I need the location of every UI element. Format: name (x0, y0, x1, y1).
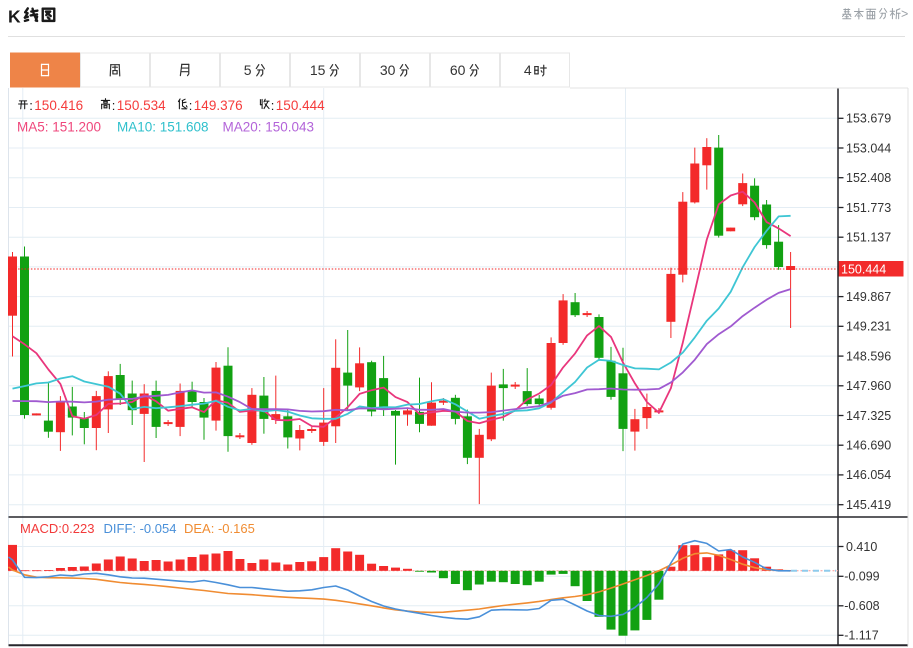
svg-text:DEA: -0.165: DEA: -0.165 (184, 521, 255, 536)
svg-text:153.044: 153.044 (846, 141, 891, 155)
svg-text:150.534: 150.534 (117, 98, 166, 113)
svg-text:MA10: 151.608: MA10: 151.608 (117, 119, 209, 134)
svg-text:30: 30 (380, 62, 396, 78)
svg-text:146.054: 146.054 (846, 468, 891, 482)
svg-text:MA20: 150.043: MA20: 150.043 (223, 119, 315, 134)
svg-text:150.444: 150.444 (841, 262, 886, 276)
svg-text:60: 60 (450, 62, 466, 78)
svg-text:MA5: 151.200: MA5: 151.200 (17, 119, 101, 134)
svg-text:15: 15 (310, 62, 326, 78)
svg-text:152.408: 152.408 (846, 171, 891, 185)
svg-text:153.679: 153.679 (846, 112, 891, 126)
svg-text:MACD:0.223: MACD:0.223 (20, 521, 94, 536)
svg-text:>: > (901, 7, 908, 21)
svg-text:4: 4 (524, 62, 532, 78)
svg-text::: : (189, 98, 193, 113)
svg-text:5: 5 (244, 62, 252, 78)
svg-text::: : (271, 98, 275, 113)
svg-text:146.690: 146.690 (846, 439, 891, 453)
svg-text:148.596: 148.596 (846, 349, 891, 363)
svg-text:-0.608: -0.608 (844, 599, 879, 613)
svg-text:151.137: 151.137 (846, 231, 891, 245)
svg-text:150.444: 150.444 (276, 98, 325, 113)
svg-text::: : (112, 98, 116, 113)
svg-text:149.867: 149.867 (846, 290, 891, 304)
svg-text:149.376: 149.376 (194, 98, 243, 113)
svg-text:-0.099: -0.099 (844, 570, 879, 584)
svg-text::: : (29, 98, 33, 113)
svg-text:K: K (8, 7, 21, 27)
svg-text:DIFF: -0.054: DIFF: -0.054 (104, 521, 177, 536)
svg-text:147.960: 147.960 (846, 379, 891, 393)
svg-text:0.410: 0.410 (846, 540, 877, 554)
svg-text:149.231: 149.231 (846, 320, 891, 334)
svg-text:151.773: 151.773 (846, 201, 891, 215)
svg-text:150.416: 150.416 (34, 98, 83, 113)
svg-text:-1.117: -1.117 (844, 629, 879, 643)
svg-text:145.419: 145.419 (846, 498, 891, 512)
svg-text:147.325: 147.325 (846, 409, 891, 423)
